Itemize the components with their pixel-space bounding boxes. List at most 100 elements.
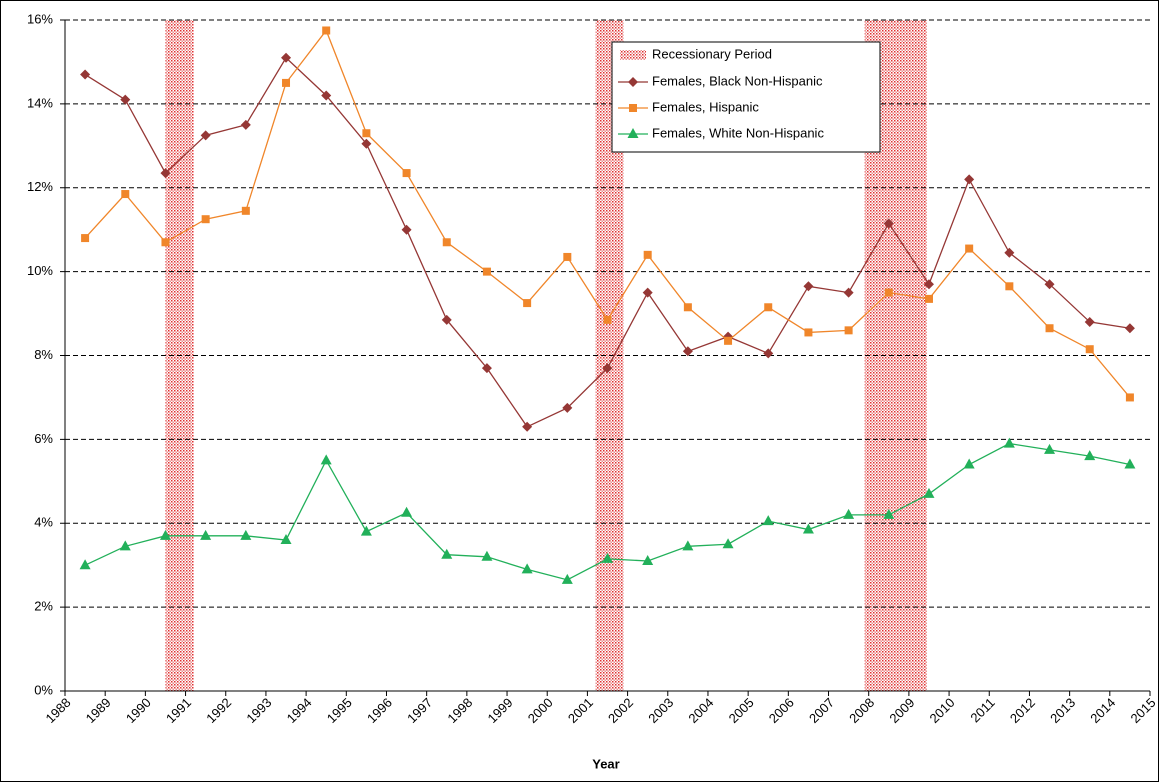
marker: [441, 548, 453, 559]
marker: [282, 78, 291, 87]
marker: [924, 294, 933, 303]
marker: [121, 190, 130, 199]
marker: [481, 550, 493, 561]
marker: [159, 529, 171, 540]
marker: [682, 540, 694, 551]
marker: [200, 130, 211, 141]
y-tick-label: 10%: [27, 263, 53, 278]
y-tick-label: 0%: [34, 682, 53, 697]
x-axis-label: Year: [592, 756, 619, 771]
marker: [963, 458, 975, 469]
marker: [361, 138, 372, 149]
marker: [81, 234, 90, 243]
marker: [521, 563, 533, 574]
marker: [442, 238, 451, 247]
marker: [1003, 437, 1015, 448]
y-tick-label: 16%: [27, 11, 53, 26]
marker: [642, 287, 653, 298]
marker: [402, 169, 411, 178]
marker: [602, 552, 613, 563]
marker: [602, 363, 613, 374]
marker: [401, 506, 413, 517]
marker: [241, 206, 250, 215]
legend-label: Recessionary Period: [652, 46, 772, 61]
marker: [321, 90, 332, 101]
marker: [883, 218, 894, 229]
marker: [1045, 324, 1054, 333]
marker: [1084, 316, 1095, 327]
marker: [1125, 393, 1134, 402]
marker: [401, 224, 412, 235]
marker: [883, 508, 895, 519]
marker: [281, 52, 292, 63]
marker: [603, 315, 612, 324]
y-tick-label: 6%: [34, 431, 53, 446]
marker: [240, 119, 251, 130]
y-tick-label: 14%: [27, 95, 53, 110]
marker: [119, 540, 131, 551]
marker: [964, 174, 975, 185]
marker: [161, 238, 170, 247]
marker: [682, 346, 693, 357]
marker: [562, 402, 573, 413]
y-tick-label: 8%: [34, 347, 53, 362]
marker: [362, 129, 371, 138]
marker: [1005, 282, 1014, 291]
marker: [360, 525, 372, 536]
marker: [724, 336, 733, 345]
marker: [804, 328, 813, 337]
legend-label: Females, Hispanic: [652, 99, 759, 114]
marker: [884, 288, 893, 297]
marker: [200, 529, 212, 540]
marker: [722, 538, 734, 549]
marker: [1084, 450, 1096, 461]
marker: [628, 77, 638, 87]
legend-label: Females, Black Non-Hispanic: [652, 73, 823, 88]
marker: [1044, 443, 1056, 454]
marker: [1124, 323, 1135, 334]
marker: [802, 523, 814, 534]
marker: [441, 314, 452, 325]
marker: [280, 534, 292, 545]
marker: [629, 104, 637, 112]
marker: [240, 529, 252, 540]
y-tick-label: 12%: [27, 179, 53, 194]
marker: [322, 26, 331, 35]
y-tick-label: 4%: [34, 515, 53, 530]
marker: [160, 168, 171, 179]
legend-swatch: [620, 50, 646, 60]
marker: [643, 250, 652, 259]
marker: [481, 363, 492, 374]
marker: [1044, 279, 1055, 290]
marker: [763, 348, 774, 359]
marker: [79, 559, 91, 570]
marker: [120, 94, 131, 105]
marker: [762, 515, 774, 526]
marker: [627, 128, 639, 138]
marker: [843, 287, 854, 298]
marker: [642, 554, 654, 565]
marker: [201, 215, 210, 224]
marker: [764, 303, 773, 312]
marker: [482, 267, 491, 276]
marker: [523, 299, 532, 308]
marker: [320, 454, 332, 465]
marker: [80, 69, 91, 80]
marker: [923, 279, 934, 290]
marker: [522, 421, 533, 432]
legend-box: [611, 41, 881, 153]
y-tick-label: 2%: [34, 599, 53, 614]
marker: [683, 303, 692, 312]
marker: [965, 244, 974, 253]
marker: [844, 326, 853, 335]
marker: [923, 487, 935, 498]
marker: [803, 281, 814, 292]
marker: [1085, 345, 1094, 354]
legend-label: Females, White Non-Hispanic: [652, 125, 824, 140]
marker: [1124, 458, 1136, 469]
marker: [843, 508, 855, 519]
marker: [561, 573, 573, 584]
marker: [1004, 247, 1015, 258]
